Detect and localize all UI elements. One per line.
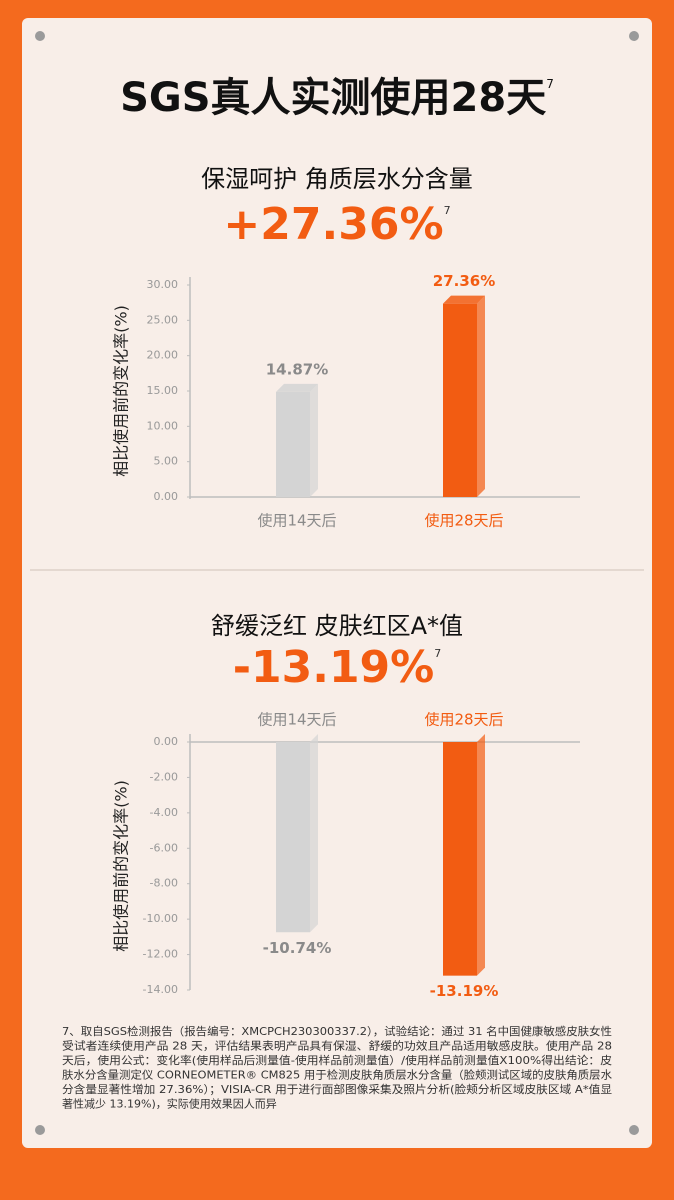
- y-axis-label: 相比使用前的变化率(%): [112, 305, 131, 477]
- chart-title: 舒缓泛红 皮肤红区A*值: [211, 612, 463, 640]
- y-tick-label: -8.00: [150, 877, 178, 890]
- headline-value: -13.19%: [233, 642, 435, 693]
- footnote-line: 肤水分含量测定仪 CORNEOMETER® CM825 用于检测皮肤角质层水分含…: [62, 1068, 612, 1082]
- bar: [443, 742, 477, 976]
- y-tick-label: 20.00: [147, 349, 179, 362]
- y-tick-label: 10.00: [147, 419, 179, 432]
- y-tick-label: -6.00: [150, 841, 178, 854]
- headline-value: +27.36%: [223, 199, 443, 250]
- headline: -13.19%7: [233, 642, 442, 693]
- bar-side: [310, 383, 318, 497]
- bar-side: [310, 734, 318, 933]
- y-tick-label: -4.00: [150, 806, 178, 819]
- headline-note: 7: [444, 204, 451, 217]
- value-label: 14.87%: [266, 360, 328, 378]
- x-tick-label: 使用14天后: [257, 711, 336, 729]
- x-tick-label: 使用28天后: [424, 711, 503, 729]
- headline-note: 7: [434, 647, 441, 660]
- y-tick-label: 5.00: [154, 455, 179, 468]
- y-axis-label: 相比使用前的变化率(%): [112, 780, 131, 952]
- bar-side: [477, 295, 485, 497]
- bar: [276, 742, 310, 933]
- footnote-line: 分含量显著性增加 27.36%）；VISIA-CR 用于进行面部图像采集及照片分…: [62, 1082, 612, 1096]
- footnote-line: 受试者连续使用产品 28 天，评估结果表明产品具有保湿、舒缓的功效且产品适用敏感…: [62, 1039, 612, 1053]
- card: [22, 18, 652, 1148]
- y-tick-label: 30.00: [147, 278, 179, 291]
- footnote-line: 著性减少 13.19%)，实际使用效果因人而异: [62, 1097, 277, 1111]
- y-tick-label: 0.00: [154, 490, 179, 503]
- y-tick-label: -2.00: [150, 770, 178, 783]
- bar-top: [443, 295, 485, 304]
- y-tick-label: -10.00: [143, 912, 178, 925]
- screws: [35, 31, 639, 1135]
- y-tick-label: 0.00: [154, 735, 179, 748]
- headline: +27.36%7: [223, 199, 450, 250]
- x-tick-label: 使用28天后: [424, 512, 503, 530]
- bar: [443, 303, 477, 497]
- value-label: 27.36%: [433, 272, 495, 290]
- footnote-line: 天后，使用公式：变化率(使用样品后测量值-使用样品前测量值）/使用样品前测量值X…: [62, 1053, 612, 1067]
- y-tick-label: -14.00: [143, 983, 178, 996]
- chart-title: 保湿呵护 角质层水分含量: [201, 165, 473, 193]
- title-text: SGS真人实测使用28天: [120, 75, 546, 121]
- title-note: 7: [546, 77, 554, 91]
- footnote: 7、取自SGS检测报告（报告编号：XMCPCH230300337.2），试验结论…: [62, 1024, 612, 1111]
- y-tick-label: 25.00: [147, 313, 179, 326]
- footnote-line: 7、取自SGS检测报告（报告编号：XMCPCH230300337.2），试验结论…: [62, 1024, 612, 1038]
- bar-side: [477, 734, 485, 976]
- page-title: SGS真人实测使用28天7: [120, 75, 554, 121]
- value-label: -10.74%: [263, 939, 332, 957]
- y-tick-label: -12.00: [143, 948, 178, 961]
- value-label: -13.19%: [430, 982, 499, 1000]
- bar: [276, 391, 310, 497]
- bar-top: [276, 383, 318, 392]
- y-tick-label: 15.00: [147, 384, 179, 397]
- x-tick-label: 使用14天后: [257, 512, 336, 530]
